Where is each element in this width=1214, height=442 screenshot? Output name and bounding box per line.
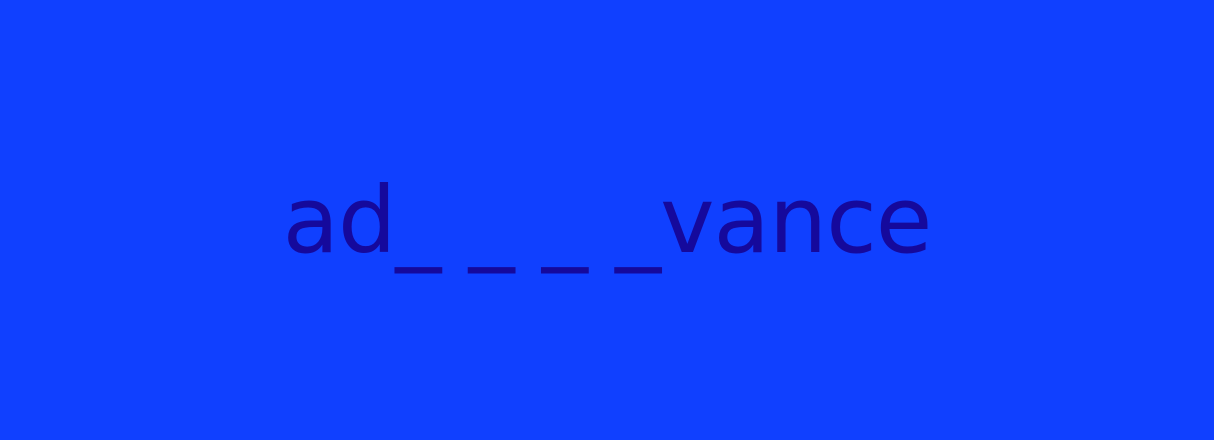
banner-background: ad_ _ _ _vance (0, 0, 1214, 440)
fill-in-blank-word: ad_ _ _ _vance (282, 167, 933, 274)
